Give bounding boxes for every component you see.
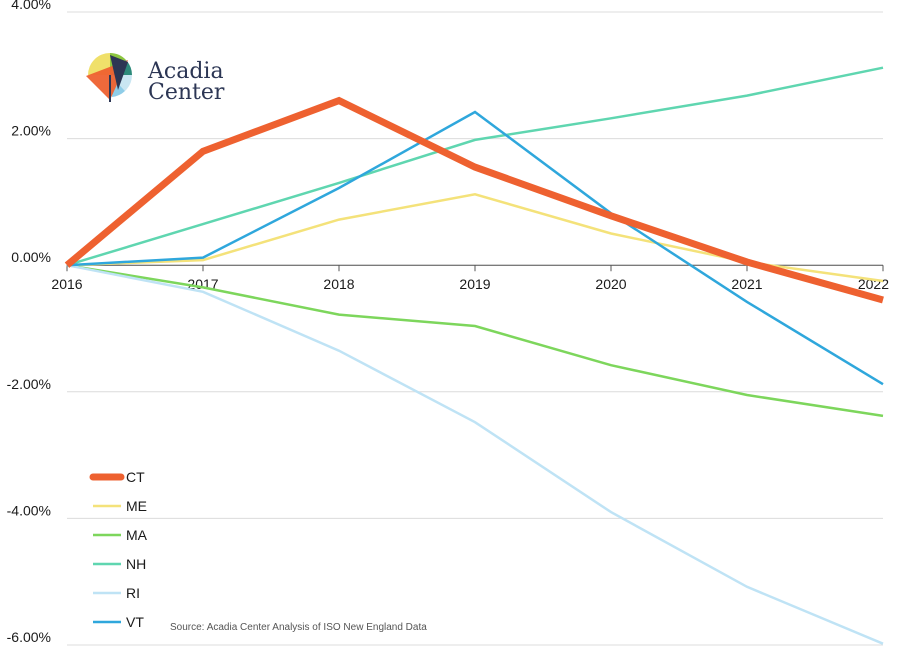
legend-item-me: ME: [93, 498, 147, 514]
legend-item-ri: RI: [93, 585, 140, 601]
series-lines: [64, 66, 884, 645]
x-tick-label: 2019: [459, 276, 490, 292]
legend-label: NH: [126, 556, 146, 572]
x-tick-label: 2020: [595, 276, 626, 292]
legend: CT ME MA NH RI VT: [89, 469, 148, 630]
x-tick-label: 2021: [731, 276, 762, 292]
y-tick-label: -6.00%: [7, 629, 51, 645]
y-tick-label: 2.00%: [11, 123, 51, 139]
y-tick-label: -4.00%: [7, 502, 51, 518]
legend-item-vt: VT: [93, 614, 144, 630]
series-line-vt: [66, 110, 884, 386]
y-tick-label: -2.00%: [7, 376, 51, 392]
series-line-ct: [64, 96, 884, 304]
legend-item-ct: CT: [89, 469, 145, 485]
source-note: Source: Acadia Center Analysis of ISO Ne…: [170, 622, 427, 633]
legend-label: ME: [126, 498, 147, 514]
legend-item-ma: MA: [93, 527, 148, 543]
logo-text-line1: Acadia: [147, 59, 224, 84]
series-line-nh: [66, 66, 884, 267]
logo-mark-icon: [86, 53, 132, 102]
series-line-ri: [66, 263, 884, 645]
series-line-ma: [66, 263, 884, 418]
y-tick-label: 0.00%: [11, 249, 51, 265]
legend-item-nh: NH: [93, 556, 146, 572]
legend-label: MA: [126, 527, 148, 543]
logo-text-line2: Center: [148, 80, 225, 105]
y-tick-label: 4.00%: [11, 0, 51, 12]
axes: 4.00% 2.00% 0.00% -2.00% -4.00% -6.00% 2016 201…: [7, 0, 890, 645]
legend-label: VT: [126, 614, 144, 630]
legend-label: CT: [126, 469, 145, 485]
acadia-center-logo: Acadia Center: [86, 53, 225, 105]
gridlines: [67, 11, 883, 646]
x-tick-label: 2018: [323, 276, 354, 292]
legend-label: RI: [126, 585, 140, 601]
x-tick-label: 2016: [51, 276, 82, 292]
